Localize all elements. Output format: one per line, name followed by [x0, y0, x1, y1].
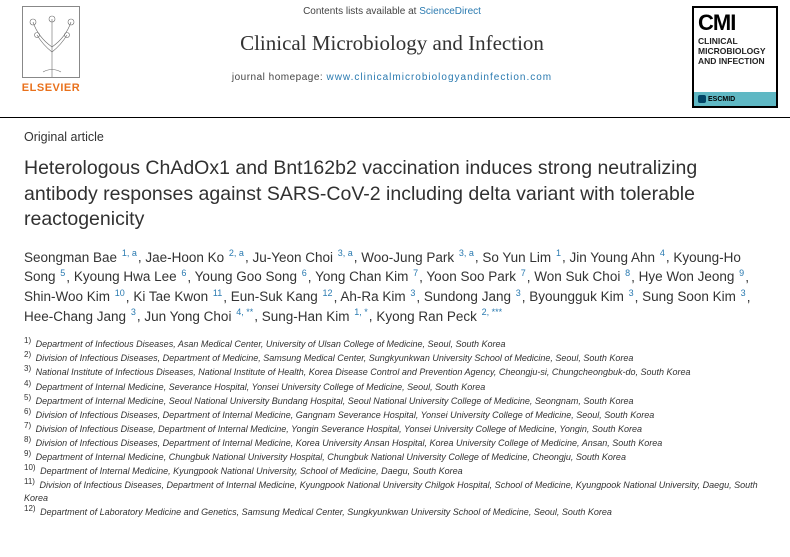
article-title: Heterologous ChAdOx1 and Bnt162b2 vaccin…: [24, 156, 774, 233]
article-body: Original article Heterologous ChAdOx1 an…: [0, 118, 790, 518]
elsevier-tree-logo: [22, 6, 80, 78]
homepage-prefix: journal homepage:: [232, 72, 327, 83]
journal-name: Clinical Microbiology and Infection: [92, 31, 692, 56]
journal-homepage-link[interactable]: www.clinicalmicrobiologyandinfection.com: [326, 72, 552, 83]
affiliation-number: 11): [24, 477, 37, 486]
publisher-label: ELSEVIER: [22, 82, 80, 94]
author-affiliation-ref[interactable]: 2, ***: [481, 307, 504, 317]
author: Jin Young Ahn 4: [569, 250, 665, 265]
escmid-label: ESCMID: [708, 96, 735, 103]
escmid-icon: [698, 95, 706, 103]
affiliation-list: 1) Department of Infectious Diseases, As…: [24, 336, 774, 518]
affiliation-number: 9): [24, 449, 33, 458]
author-affiliation-ref[interactable]: 1, *: [353, 307, 369, 317]
affiliation-number: 8): [24, 435, 33, 444]
affiliation: 2) Division of Infectious Diseases, Depa…: [24, 350, 774, 364]
affiliation: 8) Division of Infectious Diseases, Depa…: [24, 435, 774, 449]
author-affiliation-ref[interactable]: 3: [515, 288, 522, 298]
article-type: Original article: [24, 130, 774, 144]
author-affiliation-ref[interactable]: 7: [412, 268, 419, 278]
author-affiliation-ref[interactable]: 1: [555, 248, 562, 258]
affiliation-number: 1): [24, 336, 33, 345]
author: So Yun Lim 1: [482, 250, 562, 265]
affiliation: 6) Division of Infectious Diseases, Depa…: [24, 407, 774, 421]
affiliation: 11) Division of Infectious Diseases, Dep…: [24, 477, 774, 503]
cmi-line3: AND INFECTION: [698, 56, 765, 66]
affiliation: 1) Department of Infectious Diseases, As…: [24, 336, 774, 350]
affiliation-number: 7): [24, 421, 33, 430]
author-affiliation-ref[interactable]: 8: [624, 268, 631, 278]
author-affiliation-ref[interactable]: 10: [114, 288, 126, 298]
author: Yoon Soo Park 7: [426, 269, 526, 284]
affiliation-number: 10): [24, 463, 38, 472]
author-affiliation-ref[interactable]: 9: [738, 268, 745, 278]
author: Young Goo Song 6: [195, 269, 308, 284]
affiliation-number: 3): [24, 364, 33, 373]
author: Woo-Jung Park 3, a: [361, 250, 475, 265]
author-affiliation-ref[interactable]: 3, a: [458, 248, 475, 258]
author: Sung Soon Kim 3: [642, 289, 747, 304]
affiliation-number: 2): [24, 350, 33, 359]
author: Kyoung Hwa Lee 6: [74, 269, 188, 284]
cmi-subtitle: CLINICAL MICROBIOLOGY AND INFECTION: [694, 34, 776, 71]
affiliation-number: 6): [24, 407, 33, 416]
affiliation: 5) Department of Internal Medicine, Seou…: [24, 393, 774, 407]
author-affiliation-ref[interactable]: 7: [520, 268, 527, 278]
cmi-logo-box: CMI CLINICAL MICROBIOLOGY AND INFECTION …: [692, 6, 778, 108]
author-list: Seongman Bae 1, a, Jae-Hoon Ko 2, a, Ju-…: [24, 247, 774, 326]
sciencedirect-link[interactable]: ScienceDirect: [419, 6, 481, 17]
author: Ki Tae Kwon 11: [133, 289, 223, 304]
author: Jae-Hoon Ko 2, a: [145, 250, 245, 265]
author: Sundong Jang 3: [424, 289, 522, 304]
cmi-line2: MICROBIOLOGY: [698, 46, 766, 56]
publisher-block: ELSEVIER: [0, 0, 92, 117]
author-affiliation-ref[interactable]: 2, a: [228, 248, 245, 258]
journal-cover-block: CMI CLINICAL MICROBIOLOGY AND INFECTION …: [692, 0, 790, 117]
author: Sung-Han Kim 1, *: [262, 309, 369, 324]
author: Byoungguk Kim 3: [529, 289, 634, 304]
author: Hye Won Jeong 9: [639, 269, 746, 284]
affiliation-number: 5): [24, 393, 33, 402]
affiliation: 9) Department of Internal Medicine, Chun…: [24, 449, 774, 463]
cmi-abbrev: CMI: [694, 8, 776, 34]
affiliation: 7) Division of Infectious Disease, Depar…: [24, 421, 774, 435]
author-affiliation-ref[interactable]: 6: [301, 268, 308, 278]
affiliation-number: 12): [24, 504, 38, 513]
author-affiliation-ref[interactable]: 4: [659, 248, 666, 258]
affiliation: 12) Department of Laboratory Medicine an…: [24, 504, 774, 518]
author-affiliation-ref[interactable]: 3: [130, 307, 137, 317]
contents-prefix: Contents lists available at: [303, 6, 419, 17]
author: Shin-Woo Kim 10: [24, 289, 126, 304]
contents-list-line: Contents lists available at ScienceDirec…: [92, 6, 692, 17]
author-affiliation-ref[interactable]: 3: [740, 288, 747, 298]
author-affiliation-ref[interactable]: 6: [180, 268, 187, 278]
author-affiliation-ref[interactable]: 3: [409, 288, 416, 298]
author-affiliation-ref[interactable]: 3: [628, 288, 635, 298]
author-affiliation-ref[interactable]: 12: [322, 288, 334, 298]
escmid-bar: ESCMID: [694, 92, 776, 106]
affiliation-number: 4): [24, 379, 33, 388]
affiliation: 3) National Institute of Infectious Dise…: [24, 364, 774, 378]
author-affiliation-ref[interactable]: 5: [59, 268, 66, 278]
author: Eun-Suk Kang 12: [231, 289, 334, 304]
article-header: ELSEVIER Contents lists available at Sci…: [0, 0, 790, 118]
author-affiliation-ref[interactable]: 4, **: [235, 307, 254, 317]
author: Ju-Yeon Choi 3, a: [252, 250, 353, 265]
affiliation: 10) Department of Internal Medicine, Kyu…: [24, 463, 774, 477]
author: Seongman Bae 1, a: [24, 250, 138, 265]
author: Yong Chan Kim 7: [315, 269, 419, 284]
author-affiliation-ref[interactable]: 1, a: [121, 248, 138, 258]
author-affiliation-ref[interactable]: 11: [212, 288, 223, 298]
author-affiliation-ref[interactable]: 3, a: [337, 248, 354, 258]
homepage-line: journal homepage: www.clinicalmicrobiolo…: [92, 72, 692, 83]
author: Hee-Chang Jang 3: [24, 309, 137, 324]
affiliation: 4) Department of Internal Medicine, Seve…: [24, 379, 774, 393]
author: Ah-Ra Kim 3: [340, 289, 416, 304]
author: Kyong Ran Peck 2, ***: [376, 309, 503, 324]
author: Jun Yong Choi 4, **: [144, 309, 254, 324]
header-center: Contents lists available at ScienceDirec…: [92, 0, 692, 117]
author: Won Suk Choi 8: [534, 269, 631, 284]
cmi-line1: CLINICAL: [698, 36, 738, 46]
